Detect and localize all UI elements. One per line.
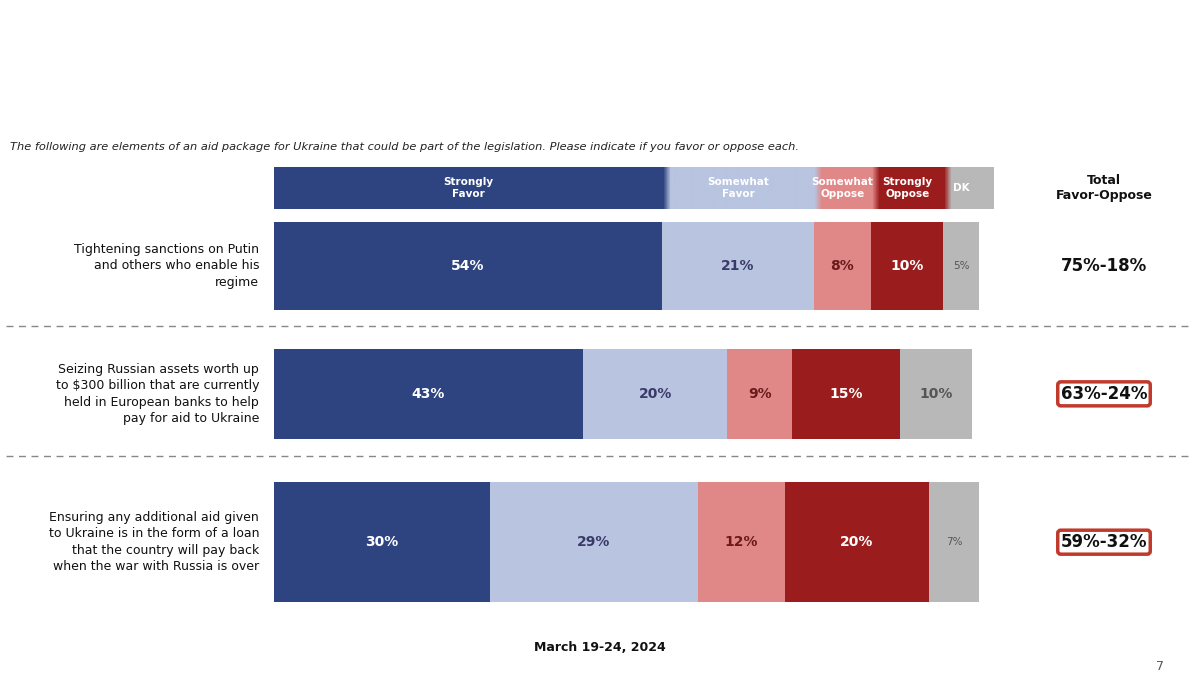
Text: 63%-24%: 63%-24% xyxy=(1061,385,1147,403)
Text: 29%: 29% xyxy=(577,535,611,549)
Text: Total
Favor-Oppose: Total Favor-Oppose xyxy=(1056,174,1152,203)
Text: Ensuring any additional aid given
to Ukraine is in the form of a loan
that the c: Ensuring any additional aid given to Ukr… xyxy=(49,511,259,574)
Text: 30%: 30% xyxy=(365,535,398,549)
Text: 10%: 10% xyxy=(890,259,924,273)
Bar xyxy=(929,482,979,602)
Text: 5%: 5% xyxy=(953,261,970,271)
Text: 21%: 21% xyxy=(721,259,755,273)
Text: 12%: 12% xyxy=(725,535,758,549)
Text: 43%: 43% xyxy=(412,387,445,401)
Text: Seizing Russian assets worth up
to $300 billion that are currently
held in Europ: Seizing Russian assets worth up to $300 … xyxy=(55,363,259,425)
Bar xyxy=(792,349,900,439)
Bar xyxy=(785,482,929,602)
Text: Tightening sanctions on Putin
and others who enable his
regime: Tightening sanctions on Putin and others… xyxy=(74,243,259,289)
Bar xyxy=(943,222,979,310)
Bar xyxy=(274,482,490,602)
Text: 59%-32%: 59%-32% xyxy=(1061,533,1147,551)
Text: The following are elements of an aid package for Ukraine that could be part of t: The following are elements of an aid pac… xyxy=(10,143,799,152)
Text: 7%: 7% xyxy=(946,537,962,547)
Text: DK: DK xyxy=(953,183,970,193)
Bar xyxy=(583,349,727,439)
Bar xyxy=(662,222,814,310)
Bar xyxy=(727,349,792,439)
Text: 9%: 9% xyxy=(748,387,772,401)
Bar xyxy=(274,222,662,310)
Text: 54%: 54% xyxy=(451,259,485,273)
Bar xyxy=(871,222,943,310)
Text: March 19-24, 2024: March 19-24, 2024 xyxy=(534,641,666,654)
Text: 7: 7 xyxy=(1156,659,1164,672)
Bar xyxy=(490,482,698,602)
Text: AID PACKAGE ELEMENTS – SAFE SEAT GOP PRIMARY VOTERS – RANKED BY STRONGLY FAVOR: AID PACKAGE ELEMENTS – SAFE SEAT GOP PRI… xyxy=(220,15,980,29)
Text: 75%-18%: 75%-18% xyxy=(1061,257,1147,275)
Text: Strongly
Oppose: Strongly Oppose xyxy=(882,177,932,199)
Bar xyxy=(900,349,972,439)
Bar xyxy=(274,349,583,439)
Text: 20%: 20% xyxy=(638,387,672,401)
Text: Strongly
Favor: Strongly Favor xyxy=(443,177,493,199)
Text: 10%: 10% xyxy=(919,387,953,401)
Text: Somewhat
Favor: Somewhat Favor xyxy=(707,177,769,199)
Bar xyxy=(698,482,785,602)
Text: 8%: 8% xyxy=(830,259,854,273)
Text: 20%: 20% xyxy=(840,535,874,549)
Text: Somewhat
Oppose: Somewhat Oppose xyxy=(811,177,874,199)
Text: A large majority of GOP primary voters favor aid in the form of a loan and nearl: A large majority of GOP primary voters f… xyxy=(52,65,1148,109)
Text: 15%: 15% xyxy=(829,387,863,401)
Bar xyxy=(814,222,871,310)
